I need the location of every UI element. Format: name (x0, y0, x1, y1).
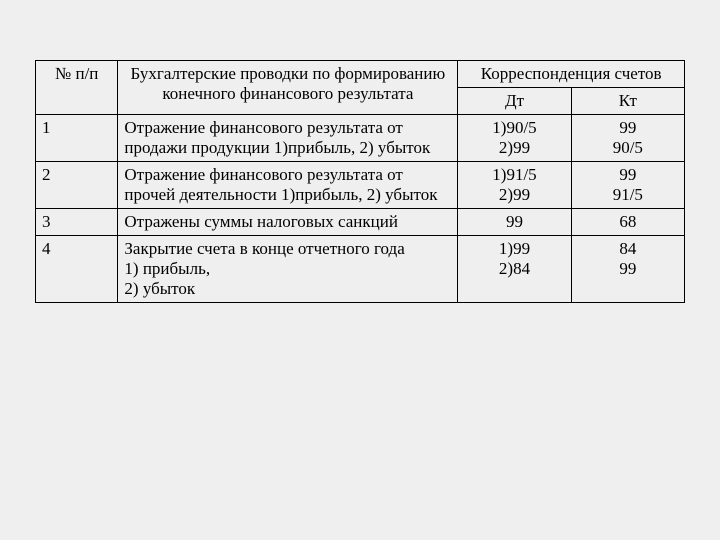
row-kt: 99 90/5 (571, 115, 684, 162)
row-kt: 68 (571, 209, 684, 236)
row-kt: 84 99 (571, 236, 684, 303)
header-kt: Кт (571, 88, 684, 115)
row-desc: Закрытие счета в конце отчетного года 1)… (118, 236, 458, 303)
table-row: 4 Закрытие счета в конце отчетного года … (36, 236, 685, 303)
header-desc: Бухгалтерские проводки по формированию к… (118, 61, 458, 115)
header-dt: Дт (458, 88, 571, 115)
row-num: 2 (36, 162, 118, 209)
table-row: 2 Отражение финансового результата от пр… (36, 162, 685, 209)
row-kt: 99 91/5 (571, 162, 684, 209)
table-row: 1 Отражение финансового результата от пр… (36, 115, 685, 162)
row-num: 3 (36, 209, 118, 236)
row-desc: Отражены суммы налоговых санкций (118, 209, 458, 236)
header-num: № п/п (36, 61, 118, 115)
row-dt: 99 (458, 209, 571, 236)
row-desc: Отражение финансового результата от прод… (118, 115, 458, 162)
table-row: 3 Отражены суммы налоговых санкций 99 68 (36, 209, 685, 236)
page: № п/п Бухгалтерские проводки по формиров… (0, 0, 720, 540)
row-dt: 1)90/5 2)99 (458, 115, 571, 162)
row-num: 1 (36, 115, 118, 162)
row-dt: 1)99 2)84 (458, 236, 571, 303)
row-desc: Отражение финансового результата от проч… (118, 162, 458, 209)
header-row-1: № п/п Бухгалтерские проводки по формиров… (36, 61, 685, 88)
row-num: 4 (36, 236, 118, 303)
header-corr: Корреспонденция счетов (458, 61, 685, 88)
accounting-entries-table: № п/п Бухгалтерские проводки по формиров… (35, 60, 685, 303)
row-dt: 1)91/5 2)99 (458, 162, 571, 209)
